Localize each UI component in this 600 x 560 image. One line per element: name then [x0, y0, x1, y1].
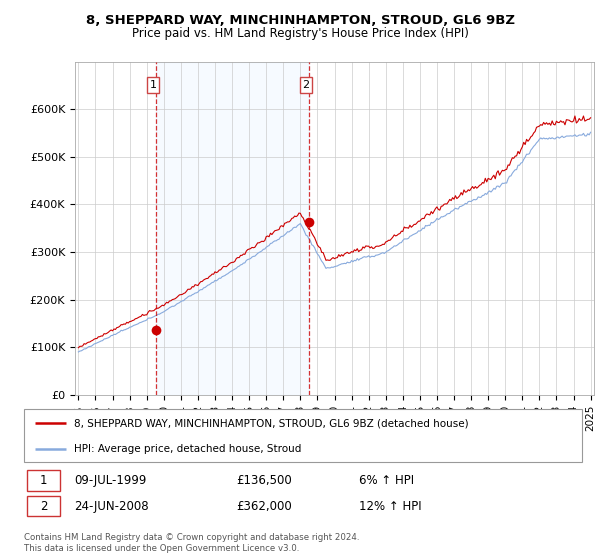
- Text: HPI: Average price, detached house, Stroud: HPI: Average price, detached house, Stro…: [74, 444, 302, 454]
- Text: 6% ↑ HPI: 6% ↑ HPI: [359, 474, 414, 487]
- Text: Contains HM Land Registry data © Crown copyright and database right 2024.
This d: Contains HM Land Registry data © Crown c…: [24, 533, 359, 553]
- Text: 2: 2: [302, 80, 310, 90]
- FancyBboxPatch shape: [27, 496, 60, 516]
- FancyBboxPatch shape: [24, 409, 582, 462]
- Text: 24-JUN-2008: 24-JUN-2008: [74, 500, 149, 512]
- Text: 1: 1: [149, 80, 157, 90]
- Text: 12% ↑ HPI: 12% ↑ HPI: [359, 500, 421, 512]
- Text: £136,500: £136,500: [236, 474, 292, 487]
- Text: 8, SHEPPARD WAY, MINCHINHAMPTON, STROUD, GL6 9BZ (detached house): 8, SHEPPARD WAY, MINCHINHAMPTON, STROUD,…: [74, 418, 469, 428]
- Bar: [155, 62, 308, 395]
- Text: 09-JUL-1999: 09-JUL-1999: [74, 474, 146, 487]
- Text: Price paid vs. HM Land Registry's House Price Index (HPI): Price paid vs. HM Land Registry's House …: [131, 27, 469, 40]
- Text: 2: 2: [40, 500, 47, 512]
- Text: £362,000: £362,000: [236, 500, 292, 512]
- FancyBboxPatch shape: [27, 470, 60, 491]
- Text: 1: 1: [40, 474, 47, 487]
- Text: 8, SHEPPARD WAY, MINCHINHAMPTON, STROUD, GL6 9BZ: 8, SHEPPARD WAY, MINCHINHAMPTON, STROUD,…: [86, 14, 515, 27]
